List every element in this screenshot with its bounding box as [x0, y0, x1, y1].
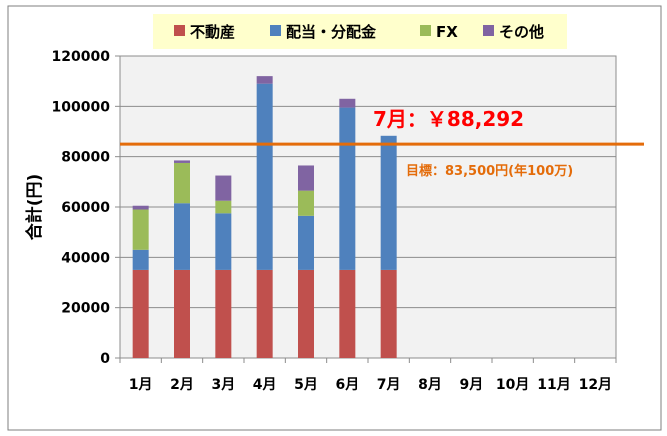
y-tick-label: 120000 [52, 49, 111, 65]
bar-segment [256, 83, 273, 270]
legend-label: 不動産 [190, 23, 235, 41]
bar-segment [215, 175, 232, 201]
gridlines [115, 55, 617, 363]
legend-label: 配当・分配金 [286, 23, 377, 41]
legend: 不動産 配当・分配金 FX その他 [153, 14, 567, 49]
bar-segment [298, 269, 314, 358]
bar-segment [380, 269, 397, 358]
x-tick-label: 6月 [335, 377, 359, 393]
legend-label: その他 [499, 23, 544, 41]
x-tick-label: 4月 [253, 377, 277, 393]
x-tick-label: 9月 [459, 377, 483, 393]
bar-segment [380, 135, 397, 270]
bar-segment [339, 98, 356, 108]
bar-segment [256, 76, 273, 84]
y-tick-label: 100000 [52, 99, 111, 115]
july-total-annotation: 7月：￥88,292 [373, 107, 524, 131]
bar-segment [215, 269, 232, 358]
bar-segment [174, 203, 190, 270]
bar-segment [174, 160, 190, 163]
x-tick-labels: 1月 2月 3月 4月 5月 6月 7月 8月 9月 10月 11月 12月 [129, 377, 612, 393]
bar-segment [256, 269, 273, 358]
x-tick-label: 12月 [579, 377, 612, 393]
y-tick-labels: 0 20000 40000 60000 80000 100000 120000 [52, 49, 111, 367]
x-tick-label: 10月 [496, 377, 529, 393]
bar-segment [339, 269, 356, 358]
legend-label: FX [436, 23, 458, 41]
bar-segment [174, 269, 190, 358]
legend-swatch [270, 25, 281, 36]
bar-segment [132, 269, 149, 358]
bar-segment [298, 215, 314, 270]
bar-segment [215, 200, 232, 214]
x-tick-label: 8月 [418, 377, 442, 393]
x-tick-label: 2月 [170, 377, 194, 393]
y-tick-label: 60000 [61, 200, 110, 216]
y-tick-label: 20000 [61, 301, 110, 317]
y-axis-label: 合計(円) [24, 174, 45, 241]
x-tick-label: 5月 [294, 377, 318, 393]
legend-swatch [483, 25, 494, 36]
bar-segment [298, 190, 314, 216]
y-tick-label: 80000 [61, 150, 110, 166]
legend-swatch [174, 25, 185, 36]
x-tick-label: 3月 [211, 377, 235, 393]
x-tick-label: 11月 [537, 377, 570, 393]
bar-segment [298, 165, 314, 191]
y-tick-label: 0 [100, 351, 110, 367]
x-tick-label: 1月 [129, 377, 153, 393]
bar-segment [132, 205, 149, 210]
y-tick-label: 40000 [61, 250, 110, 266]
bar-segment [132, 209, 149, 250]
legend-box [153, 14, 567, 49]
legend-swatch [420, 25, 431, 36]
target-line-label: 目標：83,500円(年100万) [406, 163, 573, 179]
bar-segment [339, 107, 356, 270]
bars [132, 76, 397, 358]
bar-segment [132, 249, 149, 270]
x-tick-label: 7月 [377, 377, 401, 393]
bar-segment [215, 213, 232, 270]
bar-segment [174, 162, 190, 204]
